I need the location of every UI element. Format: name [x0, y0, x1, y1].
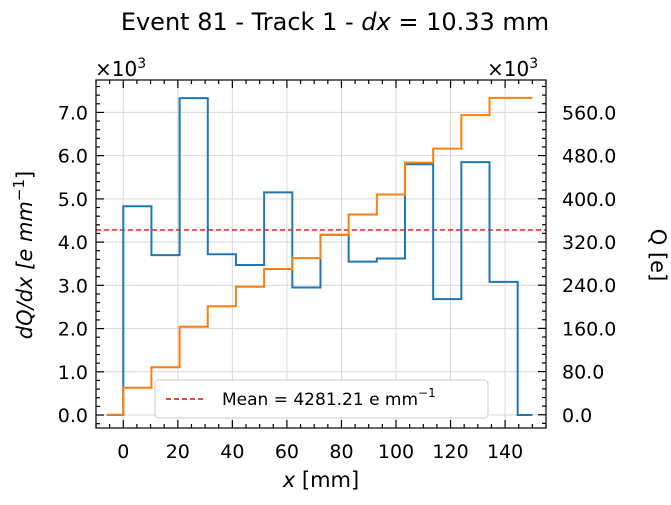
x-tick-label-6: 120: [432, 441, 468, 463]
right-multiplier-base: ×10: [487, 57, 529, 81]
title-suffix: = 10.33 mm: [391, 8, 549, 36]
x-axis-label: x [mm]: [282, 468, 359, 492]
yl-tick-label-1: 1.0: [58, 362, 88, 384]
left-multiplier-power: 3: [137, 56, 146, 72]
x-axis-unit: [mm]: [295, 468, 359, 492]
title-variable: dx: [361, 8, 391, 36]
yl-tick-label-2: 2.0: [58, 319, 88, 341]
x-tick-label-2: 40: [220, 441, 244, 463]
left-multiplier-base: ×10: [95, 57, 137, 81]
series-dqdx-line: [106, 97, 533, 417]
yr-tick-label-0: 0.0: [562, 405, 592, 427]
yl-tick-label-3: 3.0: [58, 275, 88, 297]
legend-mean-label: Mean = 4281.21 e mm−1: [222, 386, 436, 410]
left-y-label-text: dQ/dx [e mm: [13, 201, 37, 339]
left-y-label-sup: −1: [10, 179, 28, 201]
yr-tick-label-1: 80.0: [562, 362, 604, 384]
yr-tick-label-5: 400.0: [562, 189, 616, 211]
yr-tick-label-4: 320.0: [562, 232, 616, 254]
yr-tick-label-6: 480.0: [562, 146, 616, 168]
legend-box: [154, 379, 489, 419]
yr-tick-label-7: 560.0: [562, 102, 616, 124]
yl-tick-label-6: 6.0: [58, 146, 88, 168]
series-charge-line: [106, 96, 533, 416]
yr-tick-label-3: 240.0: [562, 275, 616, 297]
left-y-axis-label: dQ/dx [e mm−1]: [10, 171, 37, 339]
x-tick-label-0: 0: [117, 441, 129, 463]
yl-tick-label-4: 4.0: [58, 232, 88, 254]
right-y-axis-label: Q [e]: [646, 229, 670, 282]
right-axis-multiplier: ×103: [487, 56, 538, 81]
series-layer: [106, 96, 533, 417]
left-axis-multiplier: ×103: [95, 56, 146, 81]
yl-tick-label-0: 0.0: [58, 405, 88, 427]
yr-tick-label-2: 160.0: [562, 318, 616, 340]
x-axis-var: x: [282, 468, 296, 492]
left-y-label-close: ]: [13, 171, 37, 179]
legend-label-text: Mean = 4281.21 e mm: [222, 390, 418, 410]
left-y-tick-labels: 0.0 1.0 2.0 3.0 4.0 5.0 6.0 7.0: [58, 102, 88, 427]
yl-tick-label-7: 7.0: [58, 102, 88, 124]
legend-label-sup: −1: [418, 386, 436, 400]
right-y-tick-labels: 0.0 80.0 160.0 240.0 320.0 400.0 480.0 560.0: [562, 102, 616, 426]
plot-frame: [95, 79, 547, 429]
x-tick-label-1: 20: [166, 441, 190, 463]
x-tick-label-4: 80: [329, 441, 353, 463]
x-tick-label-5: 100: [378, 441, 414, 463]
x-tick-label-3: 60: [275, 441, 299, 463]
tick-marks: [95, 80, 547, 428]
title-prefix: Event 81 - Track 1 -: [121, 8, 361, 36]
chart-title: Event 81 - Track 1 - dx = 10.33 mm: [121, 8, 549, 36]
right-multiplier-power: 3: [529, 56, 538, 72]
x-tick-label-7: 140: [487, 441, 523, 463]
x-tick-labels: 0 20 40 60 80 100 120 140: [117, 441, 523, 463]
legend: Mean = 4281.21 e mm−1: [154, 379, 489, 419]
yl-tick-label-5: 5.0: [58, 189, 88, 211]
